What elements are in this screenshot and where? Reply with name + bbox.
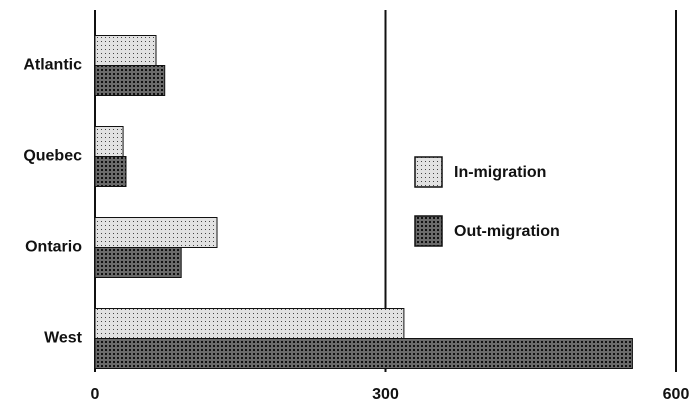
legend-label: Out-migration [454,223,560,240]
y-tick-label: Atlantic [23,57,82,74]
x-tick-label: 0 [91,386,100,403]
x-tick-label: 600 [663,386,690,403]
bar [94,308,405,339]
legend-label: In-migration [454,164,546,181]
bar [94,338,633,369]
y-tick-label: West [44,330,83,347]
legend-swatch [414,215,443,247]
y-tick-label: Quebec [23,148,82,165]
bar [94,35,157,66]
bar [94,126,124,157]
bar [94,217,218,248]
bar [94,247,182,278]
y-tick-label: Ontario [25,239,82,256]
x-tick-label: 300 [372,386,399,403]
bar [94,156,127,187]
bar [94,65,166,96]
legend-swatch [414,156,443,188]
